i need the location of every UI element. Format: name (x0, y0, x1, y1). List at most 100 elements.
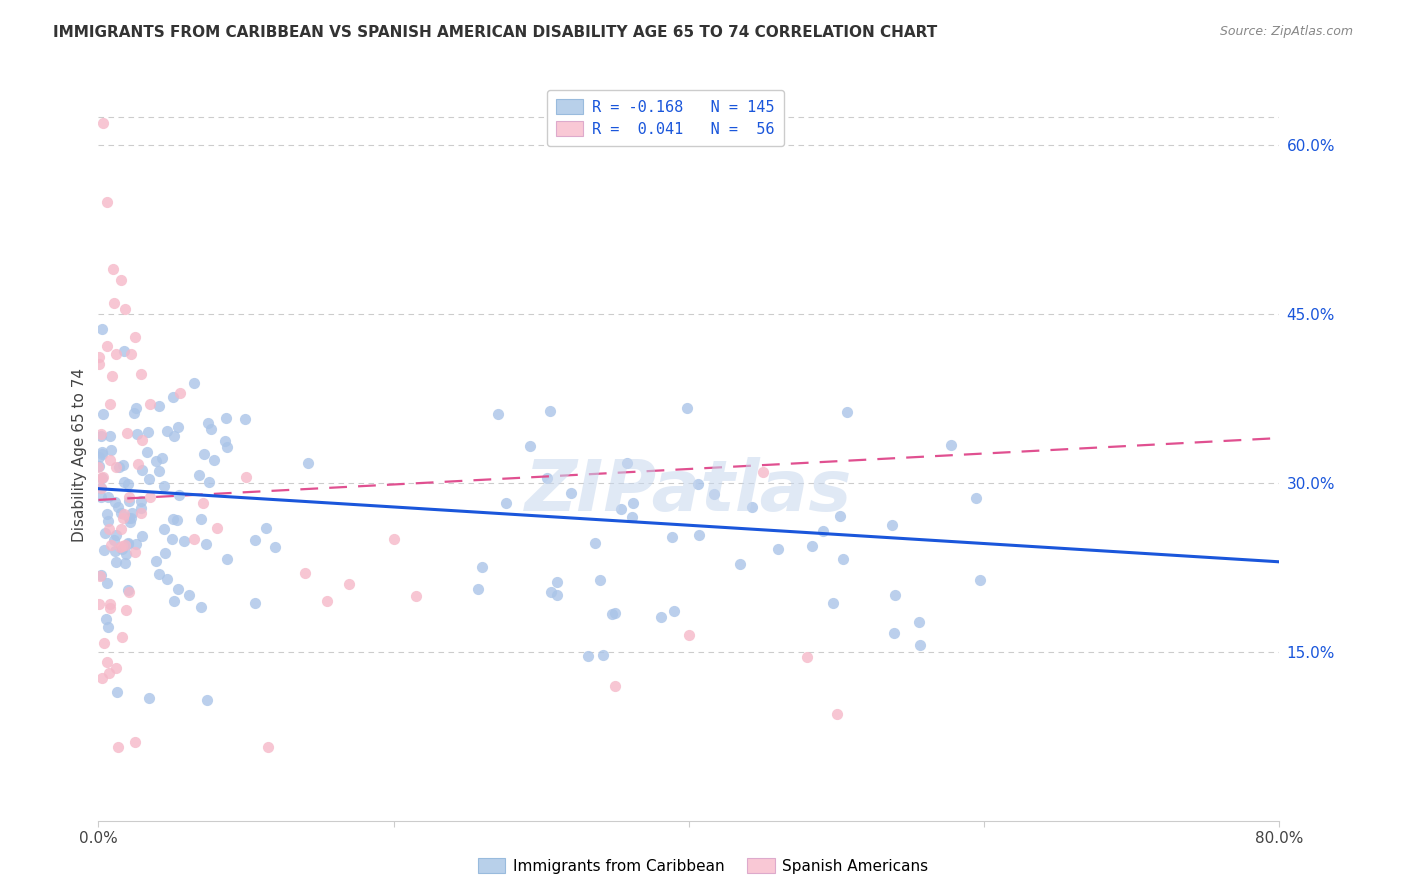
Point (139, 397, 162, 411)
Point (127, 457, 149, 471)
Point (118, 510, 141, 524)
Point (104, 527, 127, 541)
Point (233, 412, 256, 426)
Point (965, 491, 987, 505)
Point (118, 494, 141, 508)
Point (103, 296, 125, 310)
Point (215, 552, 238, 566)
Point (204, 453, 226, 467)
Point (117, 490, 139, 504)
Point (89, 357, 111, 371)
Point (215, 440, 238, 454)
Point (90, 481, 112, 495)
Point (257, 740, 280, 755)
Point (90, 445, 112, 459)
Point (589, 574, 612, 588)
Point (538, 403, 561, 417)
Point (87, 350, 110, 364)
Point (98, 397, 121, 411)
Point (129, 501, 152, 516)
Point (676, 401, 699, 416)
Point (661, 530, 683, 544)
Point (828, 508, 851, 523)
Point (96, 612, 118, 626)
Point (100, 597, 122, 611)
Text: IMMIGRANTS FROM CARIBBEAN VS SPANISH AMERICAN DISABILITY AGE 65 TO 74 CORRELATIO: IMMIGRANTS FROM CARIBBEAN VS SPANISH AME… (53, 25, 938, 40)
Point (941, 437, 963, 451)
Point (150, 450, 173, 465)
Point (90, 322, 112, 336)
Point (688, 477, 710, 491)
Point (108, 540, 131, 554)
Point (145, 454, 167, 468)
Point (120, 346, 142, 360)
Point (880, 518, 903, 533)
Point (124, 330, 146, 344)
Point (117, 537, 139, 551)
Point (90, 429, 112, 443)
Point (108, 460, 131, 475)
Point (98, 453, 121, 467)
Point (112, 475, 135, 489)
Point (162, 390, 184, 404)
Point (104, 494, 127, 508)
Point (605, 679, 627, 693)
Point (111, 542, 134, 557)
Point (98, 522, 121, 536)
Point (752, 465, 775, 479)
Point (650, 610, 672, 624)
Point (125, 401, 148, 415)
Point (96, 194, 118, 209)
Point (148, 399, 170, 413)
Point (766, 541, 789, 556)
Point (467, 582, 489, 596)
Point (136, 425, 159, 439)
Point (104, 661, 127, 675)
Point (97, 619, 120, 633)
Point (156, 424, 179, 438)
Point (254, 521, 277, 535)
Point (105, 685, 128, 699)
Point (90, 471, 112, 485)
Point (198, 475, 221, 489)
Point (382, 533, 405, 547)
Point (129, 506, 152, 520)
Point (294, 566, 316, 580)
Point (166, 513, 188, 527)
Point (87, 459, 110, 474)
Point (105, 459, 128, 474)
Point (190, 599, 212, 614)
Point (730, 557, 752, 571)
Point (148, 464, 170, 478)
Point (190, 511, 212, 525)
Point (100, 538, 122, 552)
Point (688, 528, 710, 542)
Point (193, 446, 215, 460)
Point (194, 537, 217, 551)
Point (678, 628, 700, 642)
Point (117, 476, 139, 491)
Point (825, 706, 848, 721)
Point (519, 439, 541, 453)
Point (131, 529, 153, 543)
Point (96, 508, 118, 522)
Point (89, 482, 111, 496)
Point (117, 582, 139, 597)
Point (536, 471, 558, 485)
Point (908, 615, 931, 629)
Point (163, 429, 186, 443)
Point (153, 547, 176, 561)
Point (183, 376, 205, 390)
Point (124, 545, 146, 559)
Point (97, 514, 120, 528)
Point (195, 693, 218, 707)
Point (243, 596, 266, 610)
Point (197, 416, 219, 430)
Point (90, 426, 112, 441)
Point (811, 524, 834, 538)
Point (800, 539, 823, 553)
Point (114, 301, 136, 316)
Point (111, 458, 134, 472)
Point (104, 555, 127, 569)
Point (621, 510, 644, 524)
